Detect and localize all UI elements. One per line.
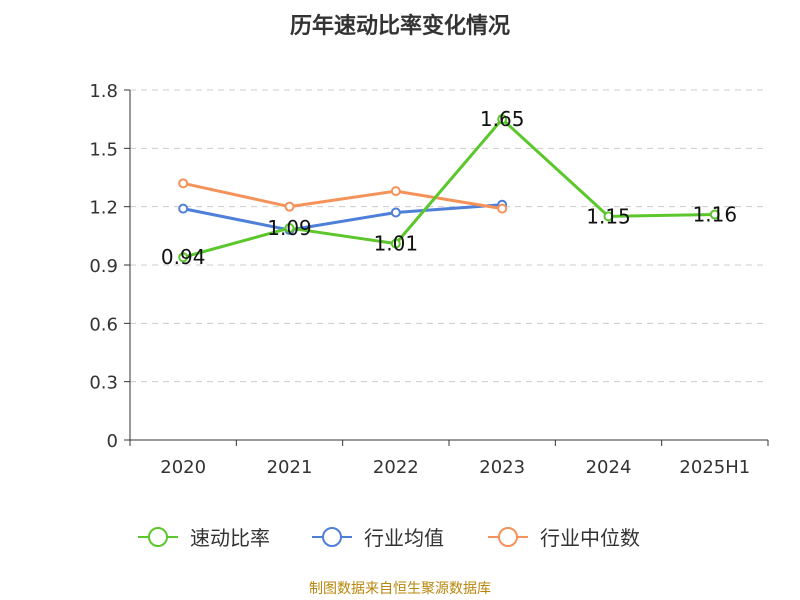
data-source-note: 制图数据来自恒生聚源数据库 [309,581,491,597]
series-0-point-0 [178,252,189,263]
series-0-point-5 [709,209,720,220]
y-tick-label-3: 0.9 [89,256,118,277]
legend-marker-0 [148,527,168,547]
y-tick-label-5: 1.5 [89,139,118,160]
series-0-point-3 [497,114,508,125]
series-0-point-4 [603,211,614,222]
chart-title: 历年速动比率变化情况 [289,14,510,39]
x-tick-label-1: 2021 [267,457,313,478]
data-label-0: 0.94 [161,245,206,269]
series-line-2 [182,181,503,211]
series-1-point-0 [178,203,189,214]
data-label-1: 1.09 [267,216,312,240]
legend-label-0[interactable]: 速动比率 [190,526,270,550]
series-2-point-0 [178,178,189,189]
series-1-point-2 [390,207,401,218]
data-label-2: 1.01 [374,232,419,256]
y-tick-label-6: 1.8 [89,81,118,102]
series-2-point-1 [284,201,295,212]
x-tick-label-4: 2024 [586,457,632,478]
series-0-point-2 [390,238,401,249]
series-line-0 [182,117,715,259]
x-tick-label-0: 2020 [160,457,206,478]
y-tick-label-2: 0.6 [89,314,118,335]
series-2-point-2 [390,186,401,197]
data-label-3: 1.65 [480,107,525,131]
y-tick-label-1: 0.3 [89,373,118,394]
series-line-1 [182,203,503,232]
y-tick-label-4: 1.2 [89,198,118,219]
series-2-point-3 [497,203,508,214]
legend-marker-2 [498,527,518,547]
legend-marker-1 [322,527,342,547]
legend-label-1[interactable]: 行业均值 [364,526,444,550]
data-label-4: 1.15 [586,204,631,228]
legend-label-2[interactable]: 行业中位数 [540,526,640,550]
x-tick-label-5: 2025H1 [679,457,750,478]
series-0-point-1 [284,223,295,234]
x-tick-label-2: 2022 [373,457,419,478]
y-tick-label-0: 0 [107,431,118,452]
data-label-5: 1.16 [693,202,738,226]
x-tick-label-3: 2023 [479,457,525,478]
